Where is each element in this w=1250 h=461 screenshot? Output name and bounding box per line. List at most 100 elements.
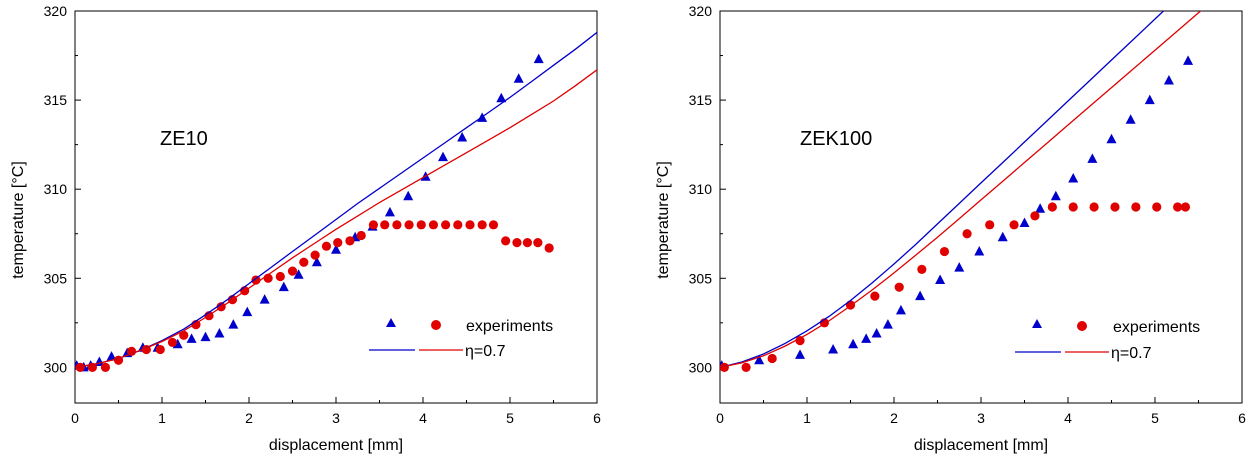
x-tick-label: 5 xyxy=(506,410,514,426)
data-point-circle xyxy=(428,220,439,230)
data-point-circle xyxy=(894,282,904,292)
data-point-triangle xyxy=(882,319,893,329)
data-point-circle xyxy=(310,250,320,260)
data-point-circle xyxy=(1152,202,1162,212)
data-point-triangle xyxy=(915,290,926,301)
legend-circle-marker xyxy=(1077,321,1087,331)
data-point-circle xyxy=(167,337,178,348)
data-point-circle xyxy=(1068,202,1078,212)
y-tick-label: 315 xyxy=(689,92,713,108)
data-point-triangle xyxy=(1019,217,1030,228)
data-point-circle xyxy=(512,238,522,248)
data-point-circle xyxy=(917,264,927,274)
data-point-circle xyxy=(1047,202,1057,212)
data-point-circle xyxy=(488,220,499,230)
data-point-circle xyxy=(962,229,972,239)
legend-model-label: η=0.7 xyxy=(465,343,506,360)
data-point-triangle xyxy=(496,92,507,103)
data-point-circle xyxy=(287,266,298,276)
legend: experiments η=0.7 xyxy=(1015,319,1200,362)
y-tick-label: 305 xyxy=(689,270,713,286)
legend-triangle-marker xyxy=(1032,319,1042,328)
data-point-triangle xyxy=(848,338,859,349)
data-point-circle xyxy=(416,220,426,230)
data-point-triangle xyxy=(935,274,946,285)
y-axis-label: temperature [°C] xyxy=(655,161,672,279)
data-point-circle xyxy=(345,236,355,246)
data-point-triangle xyxy=(186,333,197,343)
data-point-circle xyxy=(333,238,343,248)
data-point-circle xyxy=(275,271,285,282)
data-point-circle xyxy=(1089,202,1099,212)
data-point-triangle xyxy=(1163,74,1174,85)
data-point-circle xyxy=(155,344,165,355)
data-point-triangle xyxy=(954,262,965,272)
x-tick-label: 5 xyxy=(1151,410,1159,426)
data-point-triangle xyxy=(438,151,449,162)
data-point-triangle xyxy=(242,306,253,317)
data-point-triangle xyxy=(997,231,1008,242)
y-tick-label: 320 xyxy=(689,3,713,19)
x-tick-label: 0 xyxy=(716,410,724,426)
data-point-triangle xyxy=(1125,114,1136,124)
data-point-triangle xyxy=(214,328,225,338)
data-point-triangle xyxy=(795,349,806,359)
data-point-triangle xyxy=(754,354,765,365)
y-tick-label: 310 xyxy=(44,181,68,197)
y-ticks: 300 305 310 315 320 xyxy=(44,3,81,375)
data-point-circle xyxy=(533,238,543,248)
y-axis-label: temperature [°C] xyxy=(10,161,27,279)
data-point-triangle xyxy=(228,319,239,329)
chart-panel-ze10: 0 1 2 3 4 5 6 300 305 310 315 320 ZE10 displacemen… xyxy=(10,3,601,454)
x-tick-label: 6 xyxy=(593,410,601,426)
data-point-triangle xyxy=(828,344,839,354)
data-point-circle xyxy=(299,257,309,267)
data-point-circle xyxy=(741,362,751,372)
y-tick-label: 300 xyxy=(689,359,713,375)
data-point-circle xyxy=(1009,220,1019,230)
data-point-triangle xyxy=(106,351,117,361)
chart-annotation: ZE10 xyxy=(160,128,208,150)
data-point-circle xyxy=(380,220,390,230)
data-point-triangle xyxy=(1050,190,1061,201)
data-point-circle xyxy=(522,238,533,248)
data-point-circle xyxy=(985,220,995,230)
data-point-triangle xyxy=(513,73,524,83)
data-point-triangle xyxy=(1087,153,1098,163)
data-point-circle xyxy=(939,246,950,257)
x-tick-label: 4 xyxy=(1064,410,1072,426)
x-tick-label: 4 xyxy=(419,410,427,426)
x-tick-label: 0 xyxy=(71,410,79,426)
data-point-circle xyxy=(465,220,475,230)
data-point-triangle xyxy=(200,331,211,342)
plot-area xyxy=(75,31,597,372)
data-point-triangle xyxy=(1106,133,1117,144)
data-point-circle xyxy=(720,362,729,372)
data-point-circle xyxy=(441,220,451,230)
x-tick-label: 6 xyxy=(1238,410,1246,426)
model-line-blue xyxy=(720,11,1165,369)
data-point-circle xyxy=(453,220,463,230)
data-point-circle xyxy=(544,243,554,253)
data-point-circle xyxy=(356,230,366,241)
x-tick-label: 2 xyxy=(245,410,253,426)
data-point-circle xyxy=(767,353,777,364)
legend-experiments-label: experiments xyxy=(466,318,553,335)
data-point-triangle xyxy=(311,256,322,267)
data-point-circle xyxy=(1180,202,1191,212)
x-ticks: 0 1 2 3 4 5 6 xyxy=(71,397,601,426)
data-point-triangle xyxy=(403,190,414,201)
data-point-triangle xyxy=(1068,172,1079,183)
y-ticks: 300 305 310 315 320 xyxy=(689,3,726,375)
y-tick-label: 305 xyxy=(44,270,68,286)
data-point-triangle xyxy=(1035,203,1046,213)
plot-area xyxy=(720,11,1202,372)
legend-model-label: η=0.7 xyxy=(1111,345,1152,362)
data-point-circle xyxy=(870,291,880,301)
model-line-blue xyxy=(75,31,597,369)
data-point-triangle xyxy=(1183,55,1194,65)
data-point-triangle xyxy=(533,53,544,64)
chart-panel-zek100: 0 1 2 3 4 5 6 300 305 310 315 320 ZEK100 displacem… xyxy=(655,3,1246,454)
legend-circle-marker xyxy=(431,320,441,330)
data-point-circle xyxy=(75,362,85,372)
